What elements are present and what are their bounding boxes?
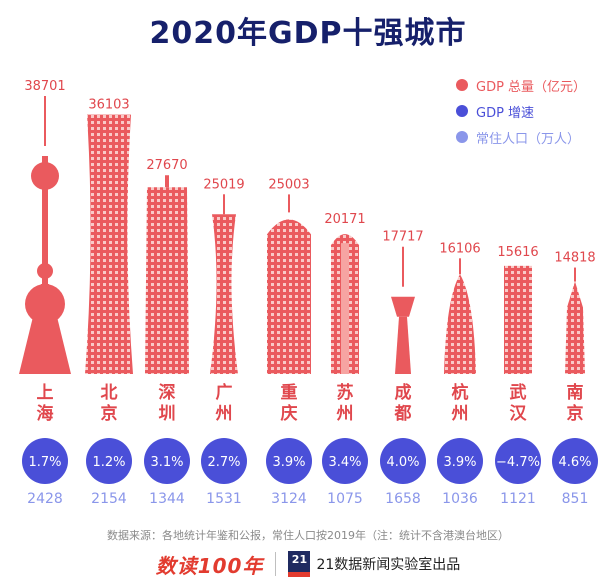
growth-bubble-5 — [322, 438, 368, 484]
growth-bubble-6 — [380, 438, 426, 484]
city-label-2-1: 圳 — [159, 404, 176, 424]
brand-logo: 数读100年 — [155, 553, 264, 578]
gdp-label-8: 15616 — [497, 245, 538, 260]
population-label-3: 1531 — [206, 491, 242, 507]
bar-6 — [391, 246, 415, 374]
city-label-3-1: 州 — [215, 404, 233, 424]
city-label-3-0: 广 — [216, 382, 233, 403]
growth-label-4: 3.9% — [272, 455, 305, 470]
growth-label-7: 3.9% — [443, 455, 476, 470]
population-label-2: 1344 — [149, 491, 185, 507]
gdp-label-0: 38701 — [24, 79, 65, 94]
source-note: 数据来源：各地统计年鉴和公报，常住人口按2019年（注：统计不含港澳台地区） — [107, 529, 509, 542]
city-label-0-0: 上 — [37, 383, 54, 403]
growth-label-3: 2.7% — [207, 455, 240, 470]
legend-label-population: 常住人口（万人） — [476, 131, 581, 147]
growth-bubble-7 — [437, 438, 483, 484]
growth-label-5: 3.4% — [328, 455, 361, 470]
city-label-4-1: 庆 — [281, 403, 298, 424]
city-label-1-0: 北 — [101, 383, 118, 403]
legend-dot-population — [456, 131, 468, 143]
city-label-0-1: 海 — [37, 403, 54, 424]
publisher-name: 21数据新闻实验室出品 — [316, 557, 461, 573]
population-label-7: 1036 — [442, 491, 478, 507]
population-label-1: 2154 — [91, 491, 127, 507]
growth-bubble-3 — [201, 438, 247, 484]
gdp-label-6: 17717 — [382, 230, 423, 245]
city-label-4-0: 重 — [281, 382, 298, 403]
gdp-label-7: 16106 — [439, 241, 480, 256]
population-label-8: 1121 — [500, 491, 536, 507]
gdp-label-5: 20171 — [324, 212, 365, 227]
city-label-6-1: 都 — [394, 403, 412, 424]
bar-0 — [19, 96, 71, 374]
legend-label-gdp: GDP 总量（亿元） — [476, 79, 587, 95]
publisher-badge: 21 — [288, 551, 311, 577]
city-label-5-0: 苏 — [337, 382, 354, 403]
gdp-label-3: 25019 — [203, 177, 244, 192]
city-label-9-1: 京 — [567, 403, 584, 424]
city-label-7-1: 州 — [451, 404, 469, 424]
bar-3 — [210, 194, 238, 374]
bar-5 — [331, 234, 359, 374]
bar-7 — [444, 258, 476, 374]
population-label-9: 851 — [562, 491, 589, 507]
growth-label-0: 1.7% — [28, 455, 61, 470]
population-label-5: 1075 — [327, 491, 363, 507]
city-label-8-0: 武 — [510, 382, 527, 403]
legend-item-population: 常住人口（万人） — [456, 124, 616, 150]
growth-label-8: −4.7% — [496, 455, 540, 470]
gdp-label-1: 36103 — [88, 98, 129, 113]
population-label-0: 2428 — [27, 491, 63, 507]
legend-dot-gdp — [456, 79, 468, 91]
brand-bar: 数读100年 21 21数据新闻实验室出品 — [0, 548, 616, 580]
legend-item-growth: GDP 增速 — [456, 98, 616, 124]
growth-bubble-9 — [552, 438, 598, 484]
legend: GDP 总量（亿元） GDP 增速 常住人口（万人） — [456, 72, 616, 150]
city-label-8-1: 汉 — [510, 404, 528, 424]
city-label-2-0: 深 — [159, 382, 176, 403]
bar-4 — [267, 194, 311, 374]
legend-item-gdp: GDP 总量（亿元） — [456, 72, 616, 98]
population-label-6: 1658 — [385, 491, 421, 507]
growth-label-1: 1.2% — [92, 455, 125, 470]
gdp-label-2: 27670 — [146, 158, 187, 173]
gdp-label-4: 25003 — [268, 177, 309, 192]
city-label-6-0: 成 — [395, 382, 412, 403]
city-label-7-0: 杭 — [452, 382, 469, 403]
growth-bubble-2 — [144, 438, 190, 484]
legend-dot-growth — [456, 105, 468, 117]
bar-2 — [145, 175, 189, 374]
bar-1 — [85, 114, 133, 374]
chart-title: 2020年GDP十强城市 — [149, 16, 467, 51]
growth-bubble-4 — [266, 438, 312, 484]
legend-label-growth: GDP 增速 — [476, 105, 535, 121]
city-label-1-1: 京 — [101, 403, 118, 424]
growth-bubble-8 — [495, 438, 541, 484]
city-label-9-0: 南 — [567, 382, 584, 403]
brand-separator — [275, 552, 277, 576]
gdp-label-9: 14818 — [554, 251, 595, 266]
city-label-5-1: 州 — [336, 404, 354, 424]
growth-label-6: 4.0% — [386, 455, 419, 470]
growth-label-9: 4.6% — [558, 455, 591, 470]
population-label-4: 3124 — [271, 491, 307, 507]
bar-8 — [504, 265, 532, 374]
growth-bubble-1 — [86, 438, 132, 484]
growth-bubble-0 — [22, 438, 68, 484]
bar-9 — [565, 267, 585, 374]
growth-label-2: 3.1% — [150, 455, 183, 470]
